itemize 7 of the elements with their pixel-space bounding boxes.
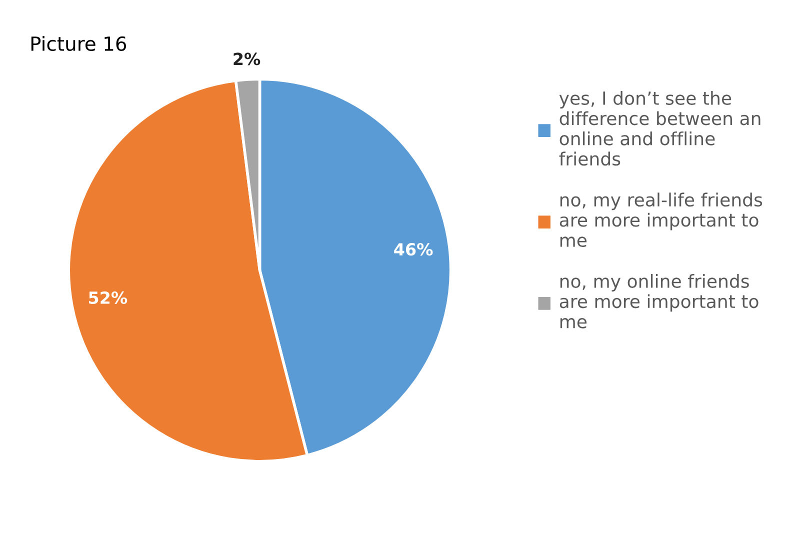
data-label: 2% (234, 52, 260, 66)
legend-label: yes, I don’t see the difference between an online and offline friends (559, 91, 760, 166)
legend-label: no, my real-life friends are more important to me (560, 192, 762, 248)
data-label: 52% (89, 291, 128, 304)
chart-title: Picture 16 (31, 36, 126, 52)
legend-label: no, my online friends are more important to me (560, 274, 758, 328)
data-label: 46% (394, 243, 433, 256)
